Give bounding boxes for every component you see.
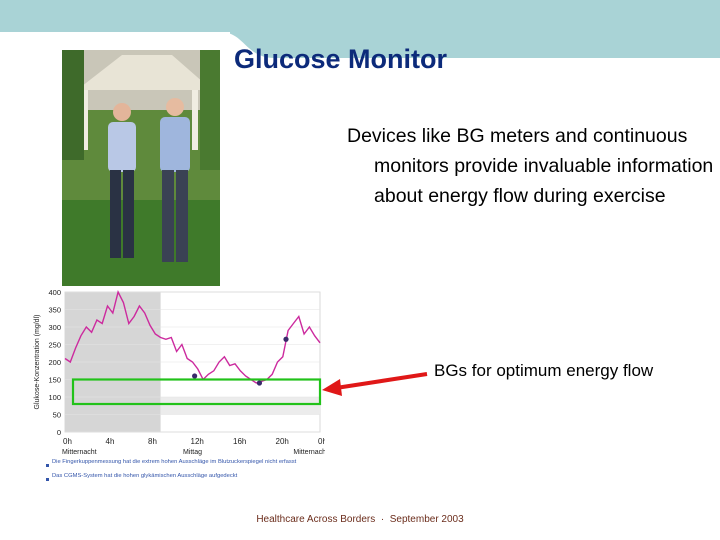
fingerstick-marker (256, 380, 263, 386)
body-text: Devices like BG meters and continuous mo… (347, 125, 714, 207)
note-bullet (46, 478, 49, 481)
y-axis-label: Glukose-Konzentration (mg/dl) (34, 315, 41, 410)
low-band (160, 397, 320, 415)
footer-sep: · (380, 514, 385, 525)
callout-label: BGs for optimum energy flow (434, 361, 654, 380)
y-tick-label: 350 (48, 306, 61, 315)
fingerstick-marker (192, 373, 198, 379)
chart-note: Das CGMS-System hat die hohen glykämisch… (52, 473, 237, 479)
x-sub-label: Mitternacht (62, 449, 97, 456)
x-tick-label: 0h (63, 437, 72, 446)
callout-arrow-head (322, 379, 342, 396)
chart-note: Die Fingerkuppenmessung hat die extrem h… (52, 459, 296, 465)
x-tick-label: 20h (276, 437, 289, 446)
header-curve (0, 0, 720, 58)
y-tick-label: 150 (48, 376, 61, 385)
y-tick-label: 300 (48, 323, 61, 332)
man-left (108, 103, 136, 258)
slide-title: Glucose Monitor (234, 44, 448, 74)
fingerstick-marker (283, 336, 289, 342)
y-tick-label: 250 (48, 341, 61, 350)
y-tick-label: 0 (57, 428, 61, 437)
x-tick-label: 12h (191, 437, 204, 446)
x-tick-label: 16h (233, 437, 246, 446)
x-sub-label: Mittag (183, 449, 202, 456)
target-range-box (71, 378, 322, 406)
glucose-trace (64, 290, 321, 384)
man-right (160, 98, 190, 262)
y-tick-label: 400 (48, 288, 61, 297)
header-curve-shape (0, 0, 720, 58)
two-men-photo (62, 50, 220, 286)
x-tick-label: 4h (106, 437, 115, 446)
x-tick-label: 8h (148, 437, 157, 446)
y-tick-label: 100 (48, 393, 61, 402)
callout-arrow-line (335, 372, 428, 390)
y-tick-label: 50 (53, 411, 61, 420)
note-bullet (46, 464, 49, 467)
y-tick-label: 200 (48, 358, 61, 367)
footer-left: Healthcare Across Borders (256, 514, 376, 525)
x-tick-label: 0h (318, 437, 325, 446)
footer: Healthcare Across Borders · September 20… (0, 514, 720, 525)
footer-right: September 2003 (389, 514, 464, 525)
x-sub-label: Mitternacht (293, 449, 325, 456)
